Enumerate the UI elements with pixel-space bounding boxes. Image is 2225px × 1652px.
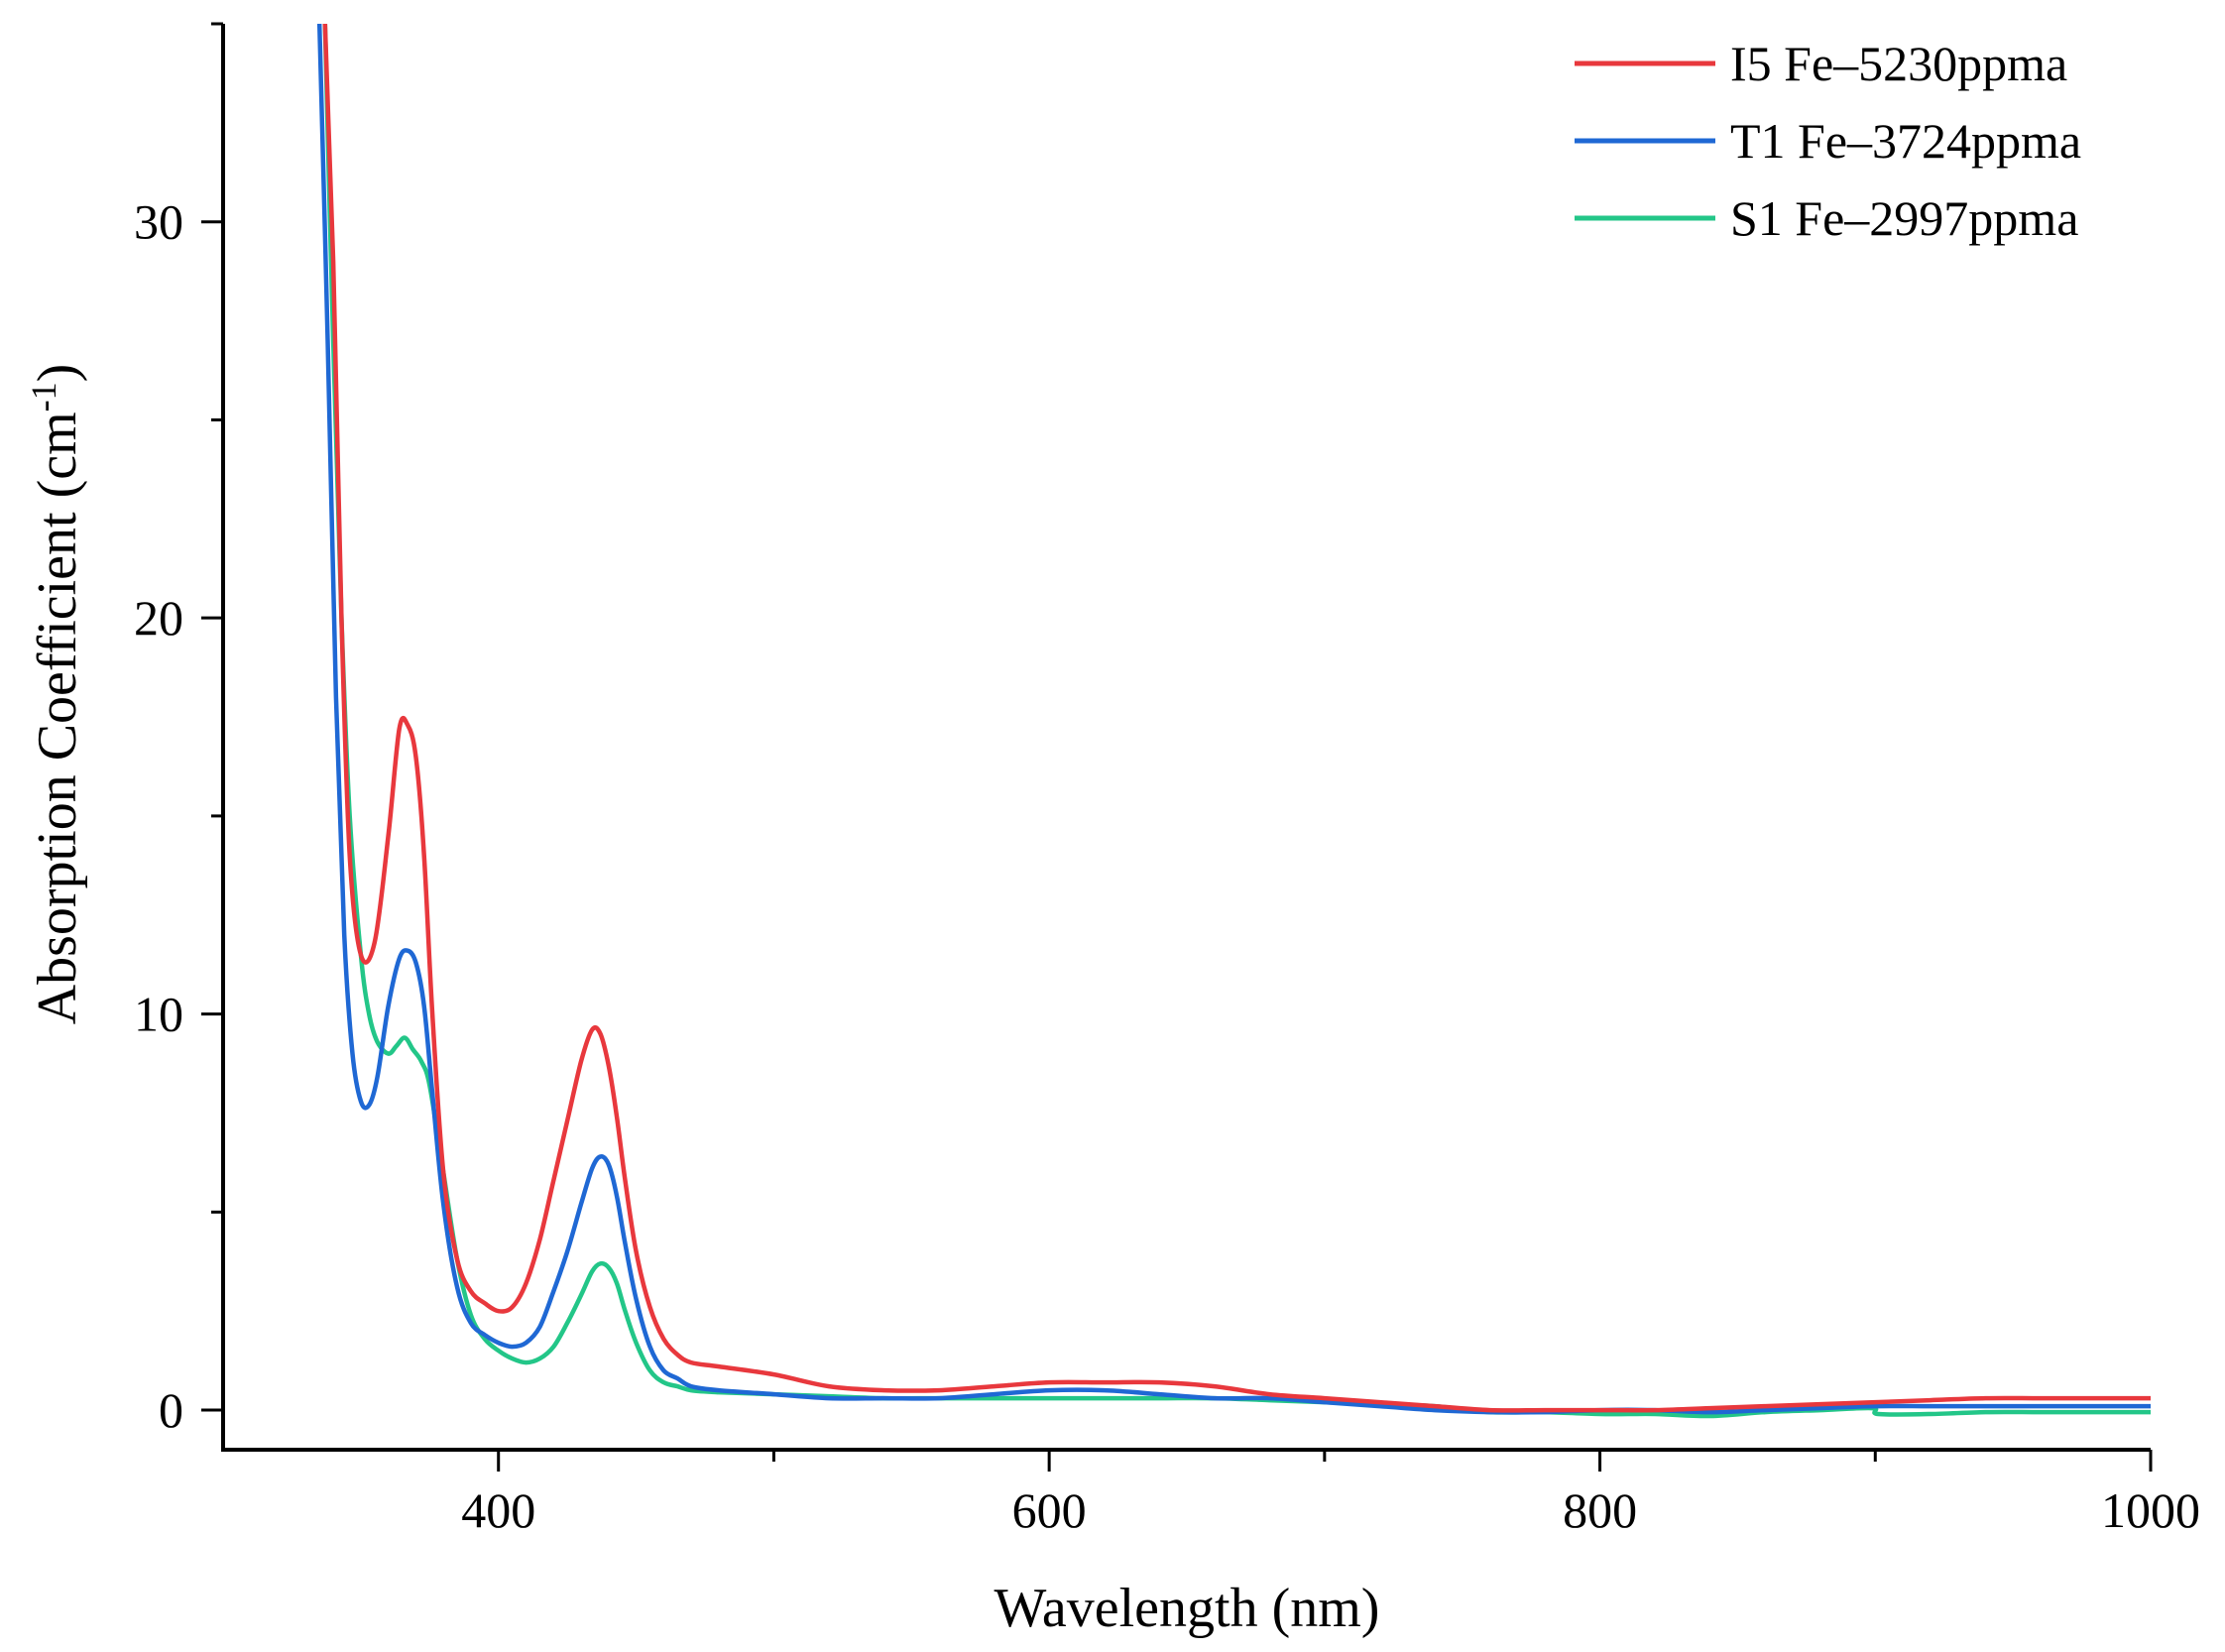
x-tick-label: 600 bbox=[1012, 1482, 1087, 1538]
y-axis-title-main: Absorption Coefficient (cm bbox=[27, 412, 88, 1024]
legend-label-2: S1 Fe–2997ppma bbox=[1730, 190, 2078, 246]
x-tick-label: 400 bbox=[461, 1482, 535, 1538]
y-tick-label: 20 bbox=[134, 590, 183, 646]
y-tick-label: 30 bbox=[134, 194, 183, 250]
y-tick-label: 10 bbox=[134, 987, 183, 1042]
series-layer bbox=[316, 24, 2151, 1419]
tick-labels: 400 600 800 1000 0 10 20 30 bbox=[134, 194, 2200, 1538]
y-tick-label: 0 bbox=[159, 1382, 183, 1438]
x-tick-label: 1000 bbox=[2101, 1482, 2200, 1538]
legend-label-0: I5 Fe–5230ppma bbox=[1730, 36, 2067, 91]
x-tick-label: 800 bbox=[1563, 1482, 1637, 1538]
y-axis-title-superscript: -1 bbox=[24, 382, 63, 412]
y-axis-title-close: ) bbox=[27, 364, 88, 383]
legend: I5 Fe–5230ppma T1 Fe–3724ppma S1 Fe–2997pp… bbox=[1575, 36, 2081, 246]
series-line-2 bbox=[322, 24, 2151, 1419]
legend-label-1: T1 Fe–3724ppma bbox=[1730, 113, 2081, 169]
x-axis-title: Wavelength (nm) bbox=[995, 1578, 1380, 1639]
series-line-0 bbox=[322, 24, 2151, 1413]
y-axis-title: Absorption Coefficient (cm-1) bbox=[24, 364, 88, 1025]
axes bbox=[201, 22, 2153, 1472]
